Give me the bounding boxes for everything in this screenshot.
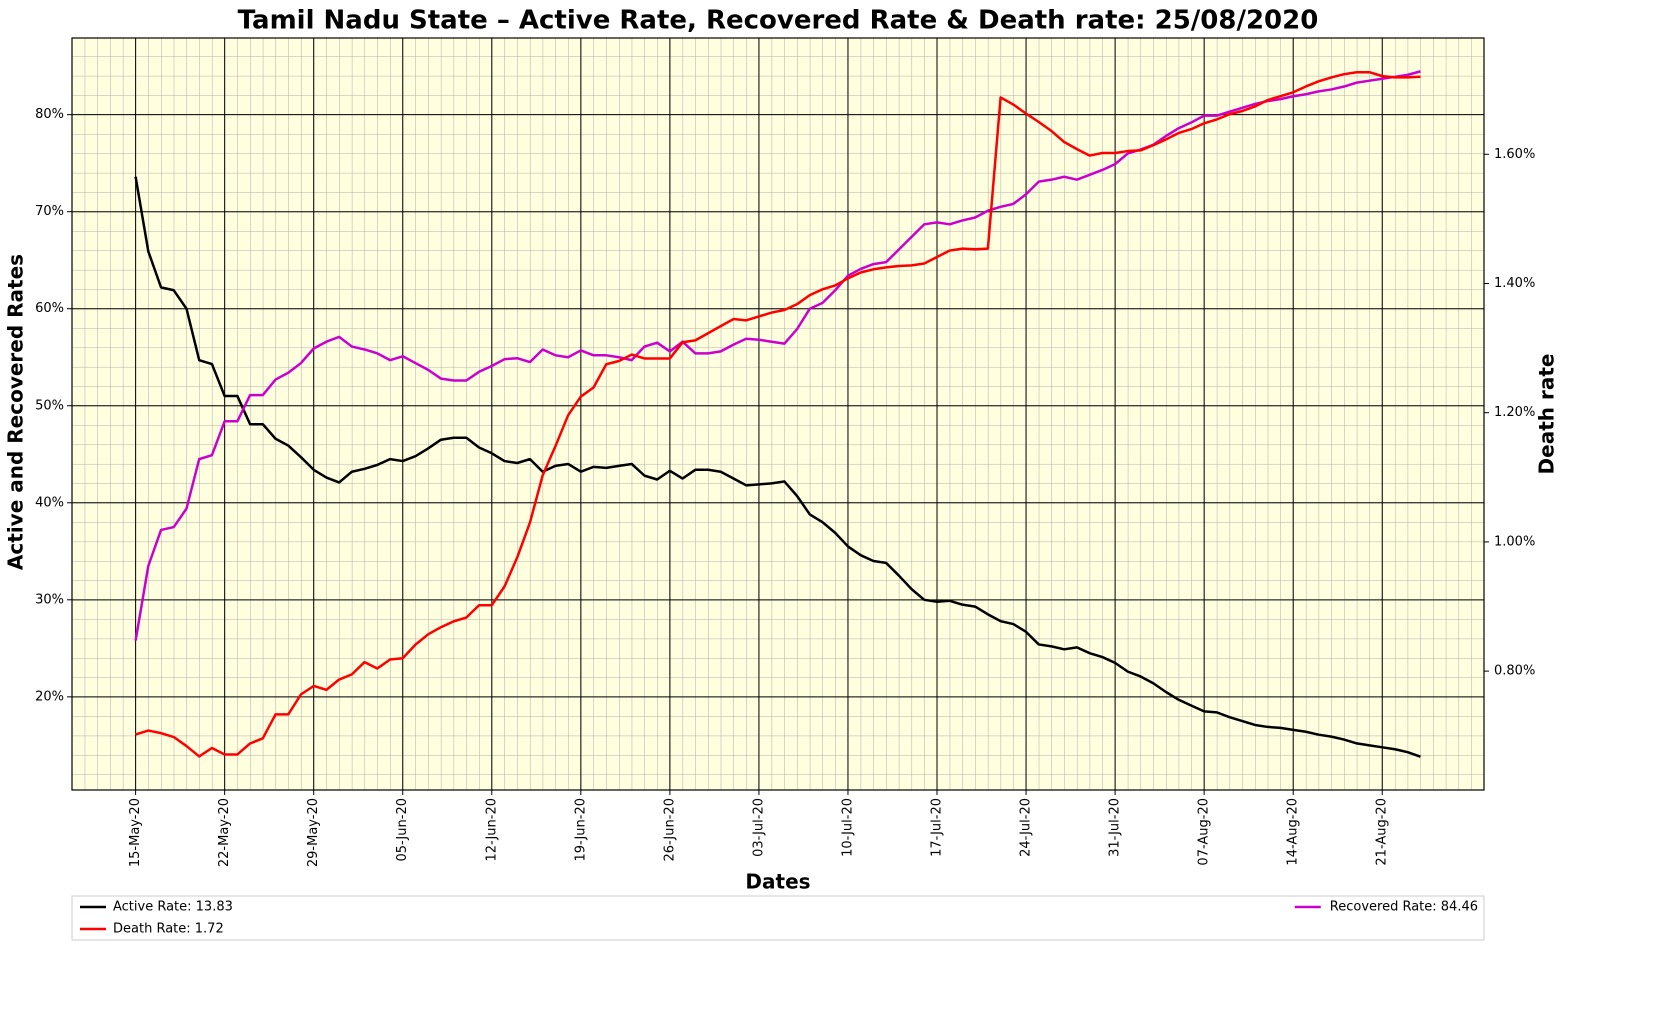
y2-tick-label: 1.40% [1494,276,1535,291]
series-line [134,176,1421,758]
y2-tick-label: 1.60% [1494,147,1535,162]
legend-label: Death Rate: 1.72 [113,922,224,937]
series-line [135,70,1421,758]
y-tick-label: 70% [35,204,64,219]
legend [71,895,1485,941]
grid [72,38,1484,790]
y-tick-label: 20% [35,689,64,704]
y-tick-label: 80% [35,107,64,122]
y-tick-label: 50% [35,398,64,413]
x-tick-label: 31-Jul-20 [1108,798,1123,857]
x-tick-label: 03-Jul-20 [751,798,766,857]
x-tick-label: 19-Jun-20 [573,798,588,862]
y2-tick-label: 1.20% [1494,405,1535,420]
legend-label: Recovered Rate: 84.46 [1330,900,1478,915]
x-tick-label: 29-May-20 [306,798,321,867]
minor-grid [72,38,1484,790]
y2-tick-label: 1.00% [1494,534,1535,549]
x-tick-label: 22-May-20 [217,798,232,867]
x-tick-label: 10-Jul-20 [840,798,855,857]
x-tick-label: 24-Jul-20 [1019,798,1034,857]
x-axis-label: Dates [745,870,810,894]
x-tick-label: 05-Jun-20 [395,798,410,862]
plot-frame [71,37,1485,791]
y-axis-label: Active and Recovered Rates [4,254,28,570]
y-tick-label: 30% [35,592,64,607]
x-tick-label: 07-Aug-20 [1197,798,1212,866]
x-tick-label: 17-Jul-20 [930,798,945,857]
lines [134,70,1421,758]
x-tick-label: 12-Jun-20 [484,798,499,862]
legend-entries: Active Rate: 13.83 Recovered Rate: 84.46 D… [80,900,1478,937]
y-tick-label: 60% [35,301,64,316]
x-tick-label: 26-Jun-20 [662,798,677,862]
chart-title: Tamil Nadu State – Active Rate, Recovere… [238,6,1319,36]
series-line [134,70,1421,641]
y-tick-label: 40% [35,495,64,510]
x-tick-label: 15-May-20 [128,798,143,867]
x-tick-label: 21-Aug-20 [1375,798,1390,866]
x-tick-label: 14-Aug-20 [1286,798,1301,866]
y2-tick-label: 0.80% [1494,664,1535,679]
legend-label: Active Rate: 13.83 [113,900,233,915]
y2-axis-label: Death rate [1535,354,1559,475]
